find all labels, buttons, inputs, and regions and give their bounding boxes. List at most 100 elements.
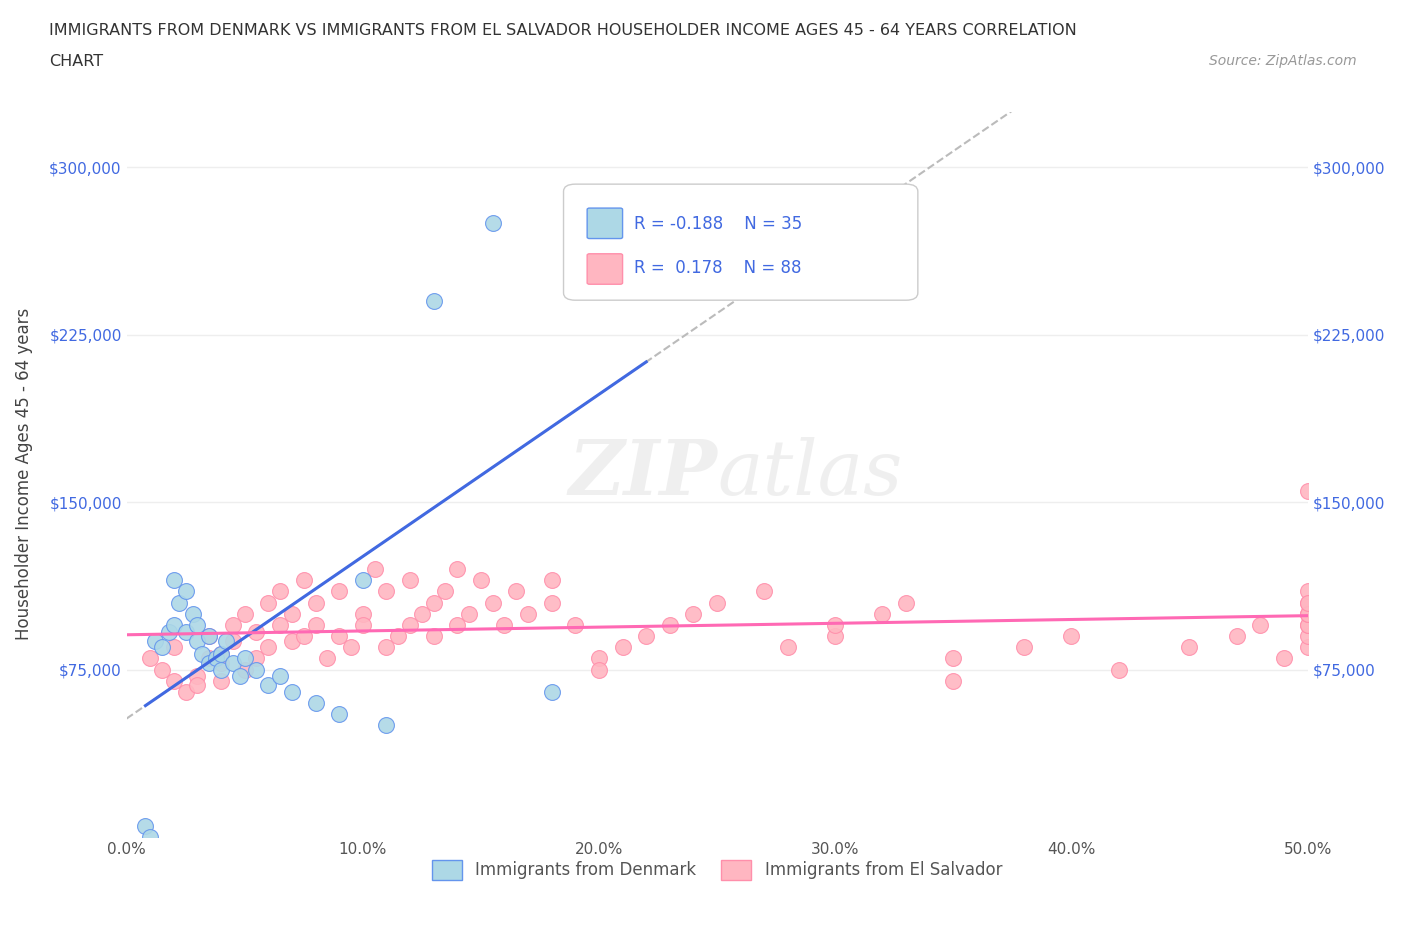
Point [174,684,197,699]
Text: IMMIGRANTS FROM DENMARK VS IMMIGRANTS FROM EL SALVADOR HOUSEHOLDER INCOME AGES 4: IMMIGRANTS FROM DENMARK VS IMMIGRANTS FR… [49,23,1077,38]
Text: atlas: atlas [717,437,903,512]
Point [422,629,444,644]
FancyBboxPatch shape [588,208,623,239]
Point [281,684,304,699]
Point [163,573,186,588]
Point [1012,640,1035,655]
Point [269,584,291,599]
Point [257,678,280,693]
Point [167,595,190,610]
Point [1226,629,1249,644]
Point [1272,651,1295,666]
Point [163,673,186,688]
Point [942,673,965,688]
Point [505,584,527,599]
Point [1296,606,1319,621]
Point [588,651,610,666]
Point [233,606,256,621]
Point [209,673,232,688]
Point [222,633,245,648]
Point [658,618,681,632]
Point [281,606,304,621]
Point [352,606,374,621]
Point [257,640,280,655]
Point [150,640,173,655]
Point [233,651,256,666]
Point [191,646,214,661]
Point [942,651,965,666]
Point [292,629,315,644]
Point [186,669,208,684]
Point [399,573,422,588]
Point [434,584,457,599]
Point [540,684,562,699]
Point [636,629,658,644]
Point [612,640,634,655]
Point [411,606,433,621]
Point [754,584,776,599]
Legend: Immigrants from Denmark, Immigrants from El Salvador: Immigrants from Denmark, Immigrants from… [425,853,1010,886]
Point [198,629,221,644]
Point [540,595,562,610]
Point [399,618,422,632]
Point [458,606,481,621]
Point [824,618,846,632]
FancyBboxPatch shape [588,254,623,285]
Point [1296,606,1319,621]
Point [1296,618,1319,632]
Point [174,624,197,639]
Point [245,624,267,639]
Point [375,640,398,655]
Point [776,640,799,655]
Point [304,696,326,711]
Text: R =  0.178    N = 88: R = 0.178 N = 88 [634,259,801,276]
Point [1296,595,1319,610]
Point [540,573,562,588]
Point [328,707,350,722]
Point [340,640,363,655]
Point [150,662,173,677]
Point [229,669,252,684]
Text: CHART: CHART [49,54,103,69]
Point [139,651,162,666]
Point [387,629,409,644]
Point [1060,629,1083,644]
Point [174,584,197,599]
Point [1296,618,1319,632]
Point [186,633,208,648]
Point [1296,606,1319,621]
Point [233,662,256,677]
Point [186,678,208,693]
Point [143,633,166,648]
Point [292,573,315,588]
Point [894,595,917,610]
Point [682,606,704,621]
Point [824,629,846,644]
Point [209,662,232,677]
Point [517,606,540,621]
Point [1296,584,1319,599]
Point [304,618,326,632]
Point [281,633,304,648]
Point [209,646,232,661]
Point [481,216,503,231]
Point [422,595,444,610]
Point [163,640,186,655]
Point [222,618,245,632]
Point [269,618,291,632]
Point [134,818,156,833]
Point [209,656,232,671]
Point [328,584,350,599]
Text: Source: ZipAtlas.com: Source: ZipAtlas.com [1209,54,1357,68]
Point [316,651,339,666]
Point [636,200,658,215]
Point [215,633,238,648]
Point [422,294,444,309]
Text: R = -0.188    N = 35: R = -0.188 N = 35 [634,215,803,232]
Point [198,651,221,666]
Point [304,595,326,610]
Point [352,618,374,632]
Point [205,651,228,666]
Point [198,629,221,644]
Point [245,662,267,677]
